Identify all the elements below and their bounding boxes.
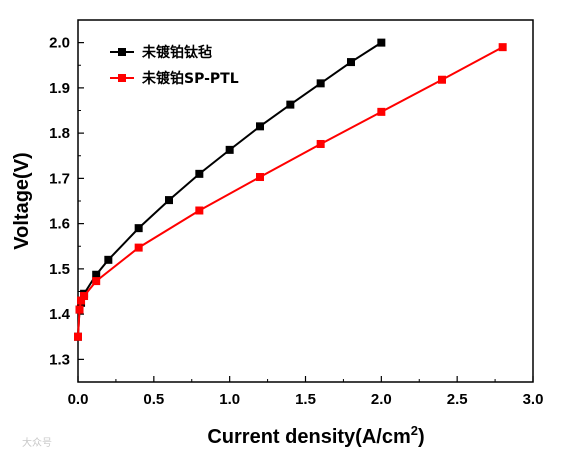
legend: 未镀铂钛毡 未镀铂SP-PTL <box>110 44 239 87</box>
x-tick-label: 2.5 <box>447 391 468 408</box>
series-1-point <box>438 75 446 84</box>
y-tick-label: 1.9 <box>49 80 70 97</box>
watermark: 大众号 <box>22 436 52 449</box>
series-0-point <box>225 145 234 154</box>
legend-marker-series-0 <box>118 48 126 56</box>
series-0-point <box>195 169 204 178</box>
series-1-point <box>77 296 86 305</box>
series-1-point <box>74 332 82 341</box>
series-0-point <box>165 196 173 205</box>
x-tick-label: 2.0 <box>371 391 392 408</box>
legend-label-series-1: 未镀铂SP-PTL <box>142 70 239 87</box>
series-0-point <box>134 224 143 233</box>
legend-marker-series-1 <box>118 74 126 82</box>
series-1-point <box>195 206 204 215</box>
series-1-point <box>377 107 386 116</box>
x-axis-label: Current density(A/cm2) <box>207 423 424 448</box>
series-1-point <box>92 277 101 286</box>
series-0-point <box>104 255 113 264</box>
series-1-point <box>498 43 507 52</box>
series-1-point <box>134 243 143 252</box>
legend-label-series-0: 未镀铂钛毡 <box>142 44 212 61</box>
y-tick-label: 1.3 <box>49 351 70 368</box>
x-tick-label: 1.5 <box>295 391 316 408</box>
series-line-1 <box>77 46 504 337</box>
x-tick-label: 3.0 <box>523 391 544 408</box>
series-1-point <box>316 139 325 148</box>
x-tick-label: 0.5 <box>143 391 164 408</box>
series-1-point <box>80 292 89 301</box>
y-tick-label: 1.7 <box>49 170 70 187</box>
y-tick-label: 1.5 <box>49 261 70 278</box>
series-0-point <box>286 100 295 109</box>
series-0-point <box>347 58 355 67</box>
series-0-point <box>377 38 386 47</box>
y-tick-label: 1.6 <box>49 216 70 233</box>
series-layer <box>74 38 507 341</box>
series-1-point <box>256 173 264 182</box>
y-tick-label: 2.0 <box>49 35 70 52</box>
y-axis-label: Voltage(V) <box>11 152 33 249</box>
series-0-point <box>316 79 325 88</box>
y-tick-label: 1.4 <box>49 306 71 323</box>
series-0-point <box>92 270 101 279</box>
series-1-point <box>75 305 84 314</box>
x-tick-label: 0.0 <box>68 391 89 408</box>
y-tick-label: 1.8 <box>49 125 70 142</box>
series-0-point <box>256 122 264 131</box>
axis-ticks: 0.0 0.5 1.0 1.5 2.0 2.5 3.0 1.3 1.4 1.5 1.6 1.7 1.8 1… <box>49 35 543 408</box>
x-tick-label: 1.0 <box>219 391 240 408</box>
